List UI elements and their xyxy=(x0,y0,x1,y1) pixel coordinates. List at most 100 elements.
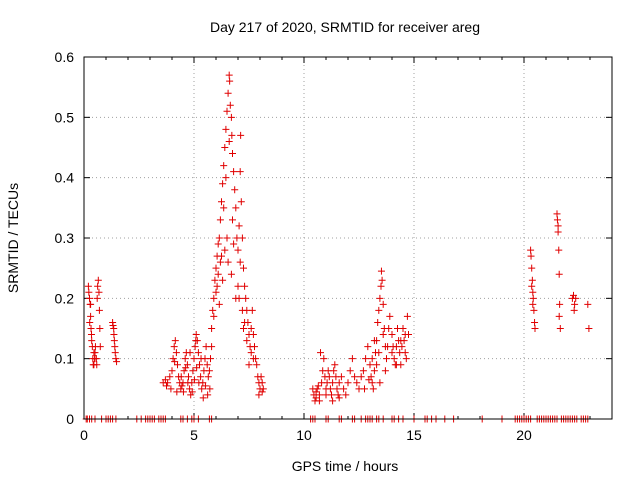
data-point xyxy=(401,331,409,339)
data-point xyxy=(241,318,249,326)
data-point xyxy=(110,331,118,339)
data-point xyxy=(346,367,354,375)
data-point xyxy=(109,321,117,329)
data-point xyxy=(229,216,236,224)
data-point xyxy=(331,361,339,369)
data-point xyxy=(238,306,246,314)
data-point xyxy=(584,300,592,308)
data-point xyxy=(224,89,232,97)
data-point xyxy=(228,131,236,139)
data-point xyxy=(218,252,225,260)
data-point xyxy=(528,264,536,272)
data-point xyxy=(527,246,535,254)
data-point xyxy=(220,162,228,170)
y-tick-label: 0 xyxy=(66,411,74,427)
data-point xyxy=(190,355,198,363)
data-point xyxy=(214,240,222,248)
data-point xyxy=(398,343,406,351)
data-point xyxy=(348,355,356,363)
data-point xyxy=(172,349,180,357)
data-point xyxy=(191,343,199,351)
data-point xyxy=(229,150,236,158)
data-point xyxy=(238,234,246,242)
data-point xyxy=(222,174,230,182)
data-point xyxy=(362,355,370,363)
data-point xyxy=(178,382,186,390)
data-point xyxy=(216,216,224,224)
data-point xyxy=(216,258,224,266)
x-tick-label: 5 xyxy=(190,427,198,443)
data-point xyxy=(390,355,398,363)
data-point xyxy=(205,367,213,375)
data-point xyxy=(199,394,207,402)
data-point xyxy=(198,385,206,393)
data-point xyxy=(194,349,202,357)
data-point xyxy=(169,355,177,363)
y-tick-label: 0.2 xyxy=(55,290,75,306)
data-point xyxy=(185,373,192,381)
data-point xyxy=(392,361,400,369)
data-point xyxy=(224,258,232,266)
data-point xyxy=(529,300,537,308)
data-point xyxy=(379,331,387,339)
data-point xyxy=(322,391,330,399)
data-point xyxy=(235,294,243,302)
data-point xyxy=(201,382,209,390)
data-point xyxy=(234,246,242,254)
data-point xyxy=(247,349,255,357)
data-point xyxy=(87,325,95,332)
data-point xyxy=(368,355,376,363)
data-point xyxy=(219,180,227,188)
data-point xyxy=(209,306,217,314)
data-point xyxy=(173,388,181,396)
data-point xyxy=(329,397,337,405)
y-tick-label: 0.6 xyxy=(55,49,75,65)
x-axis-title: GPS time / hours xyxy=(292,458,399,474)
data-point xyxy=(585,325,593,332)
data-point xyxy=(248,306,256,314)
data-point xyxy=(189,367,197,375)
data-point xyxy=(326,385,334,393)
data-point xyxy=(86,318,94,326)
data-point xyxy=(377,282,385,290)
data-point xyxy=(234,282,242,290)
data-point xyxy=(182,364,190,372)
data-point xyxy=(94,276,102,284)
axis-ticks: 0 0.1 0.2 0.3 0.4 0.5 0.6 0 5 10 15 20 xyxy=(55,49,612,443)
data-point xyxy=(212,264,220,272)
y-axis-title: SRMTID / TECUs xyxy=(5,183,21,293)
data-point xyxy=(351,373,359,381)
data-point xyxy=(183,361,191,369)
data-point xyxy=(112,355,120,363)
data-point xyxy=(317,349,324,357)
data-point xyxy=(231,186,239,194)
data-point xyxy=(221,246,229,254)
data-point xyxy=(111,349,119,357)
data-point xyxy=(230,168,238,176)
data-point xyxy=(340,385,348,393)
data-point xyxy=(96,343,104,351)
data-point xyxy=(344,379,352,387)
data-point xyxy=(210,294,218,302)
data-point xyxy=(85,288,93,296)
plot-frame xyxy=(83,56,613,420)
data-point xyxy=(227,113,235,121)
x-tick-label: 0 xyxy=(80,427,88,443)
data-point xyxy=(374,318,382,326)
data-point xyxy=(181,355,189,363)
data-point xyxy=(255,391,263,399)
data-point xyxy=(342,391,350,399)
data-point xyxy=(192,337,200,345)
data-point xyxy=(359,367,367,375)
data-point xyxy=(237,131,245,139)
data-point xyxy=(113,358,121,366)
data-point xyxy=(223,107,231,115)
data-point xyxy=(251,343,258,351)
data-point xyxy=(203,361,211,369)
data-point xyxy=(259,385,267,393)
data-point xyxy=(245,361,253,369)
data-point xyxy=(320,355,328,363)
grid-lines xyxy=(84,57,612,419)
data-point xyxy=(379,300,387,308)
